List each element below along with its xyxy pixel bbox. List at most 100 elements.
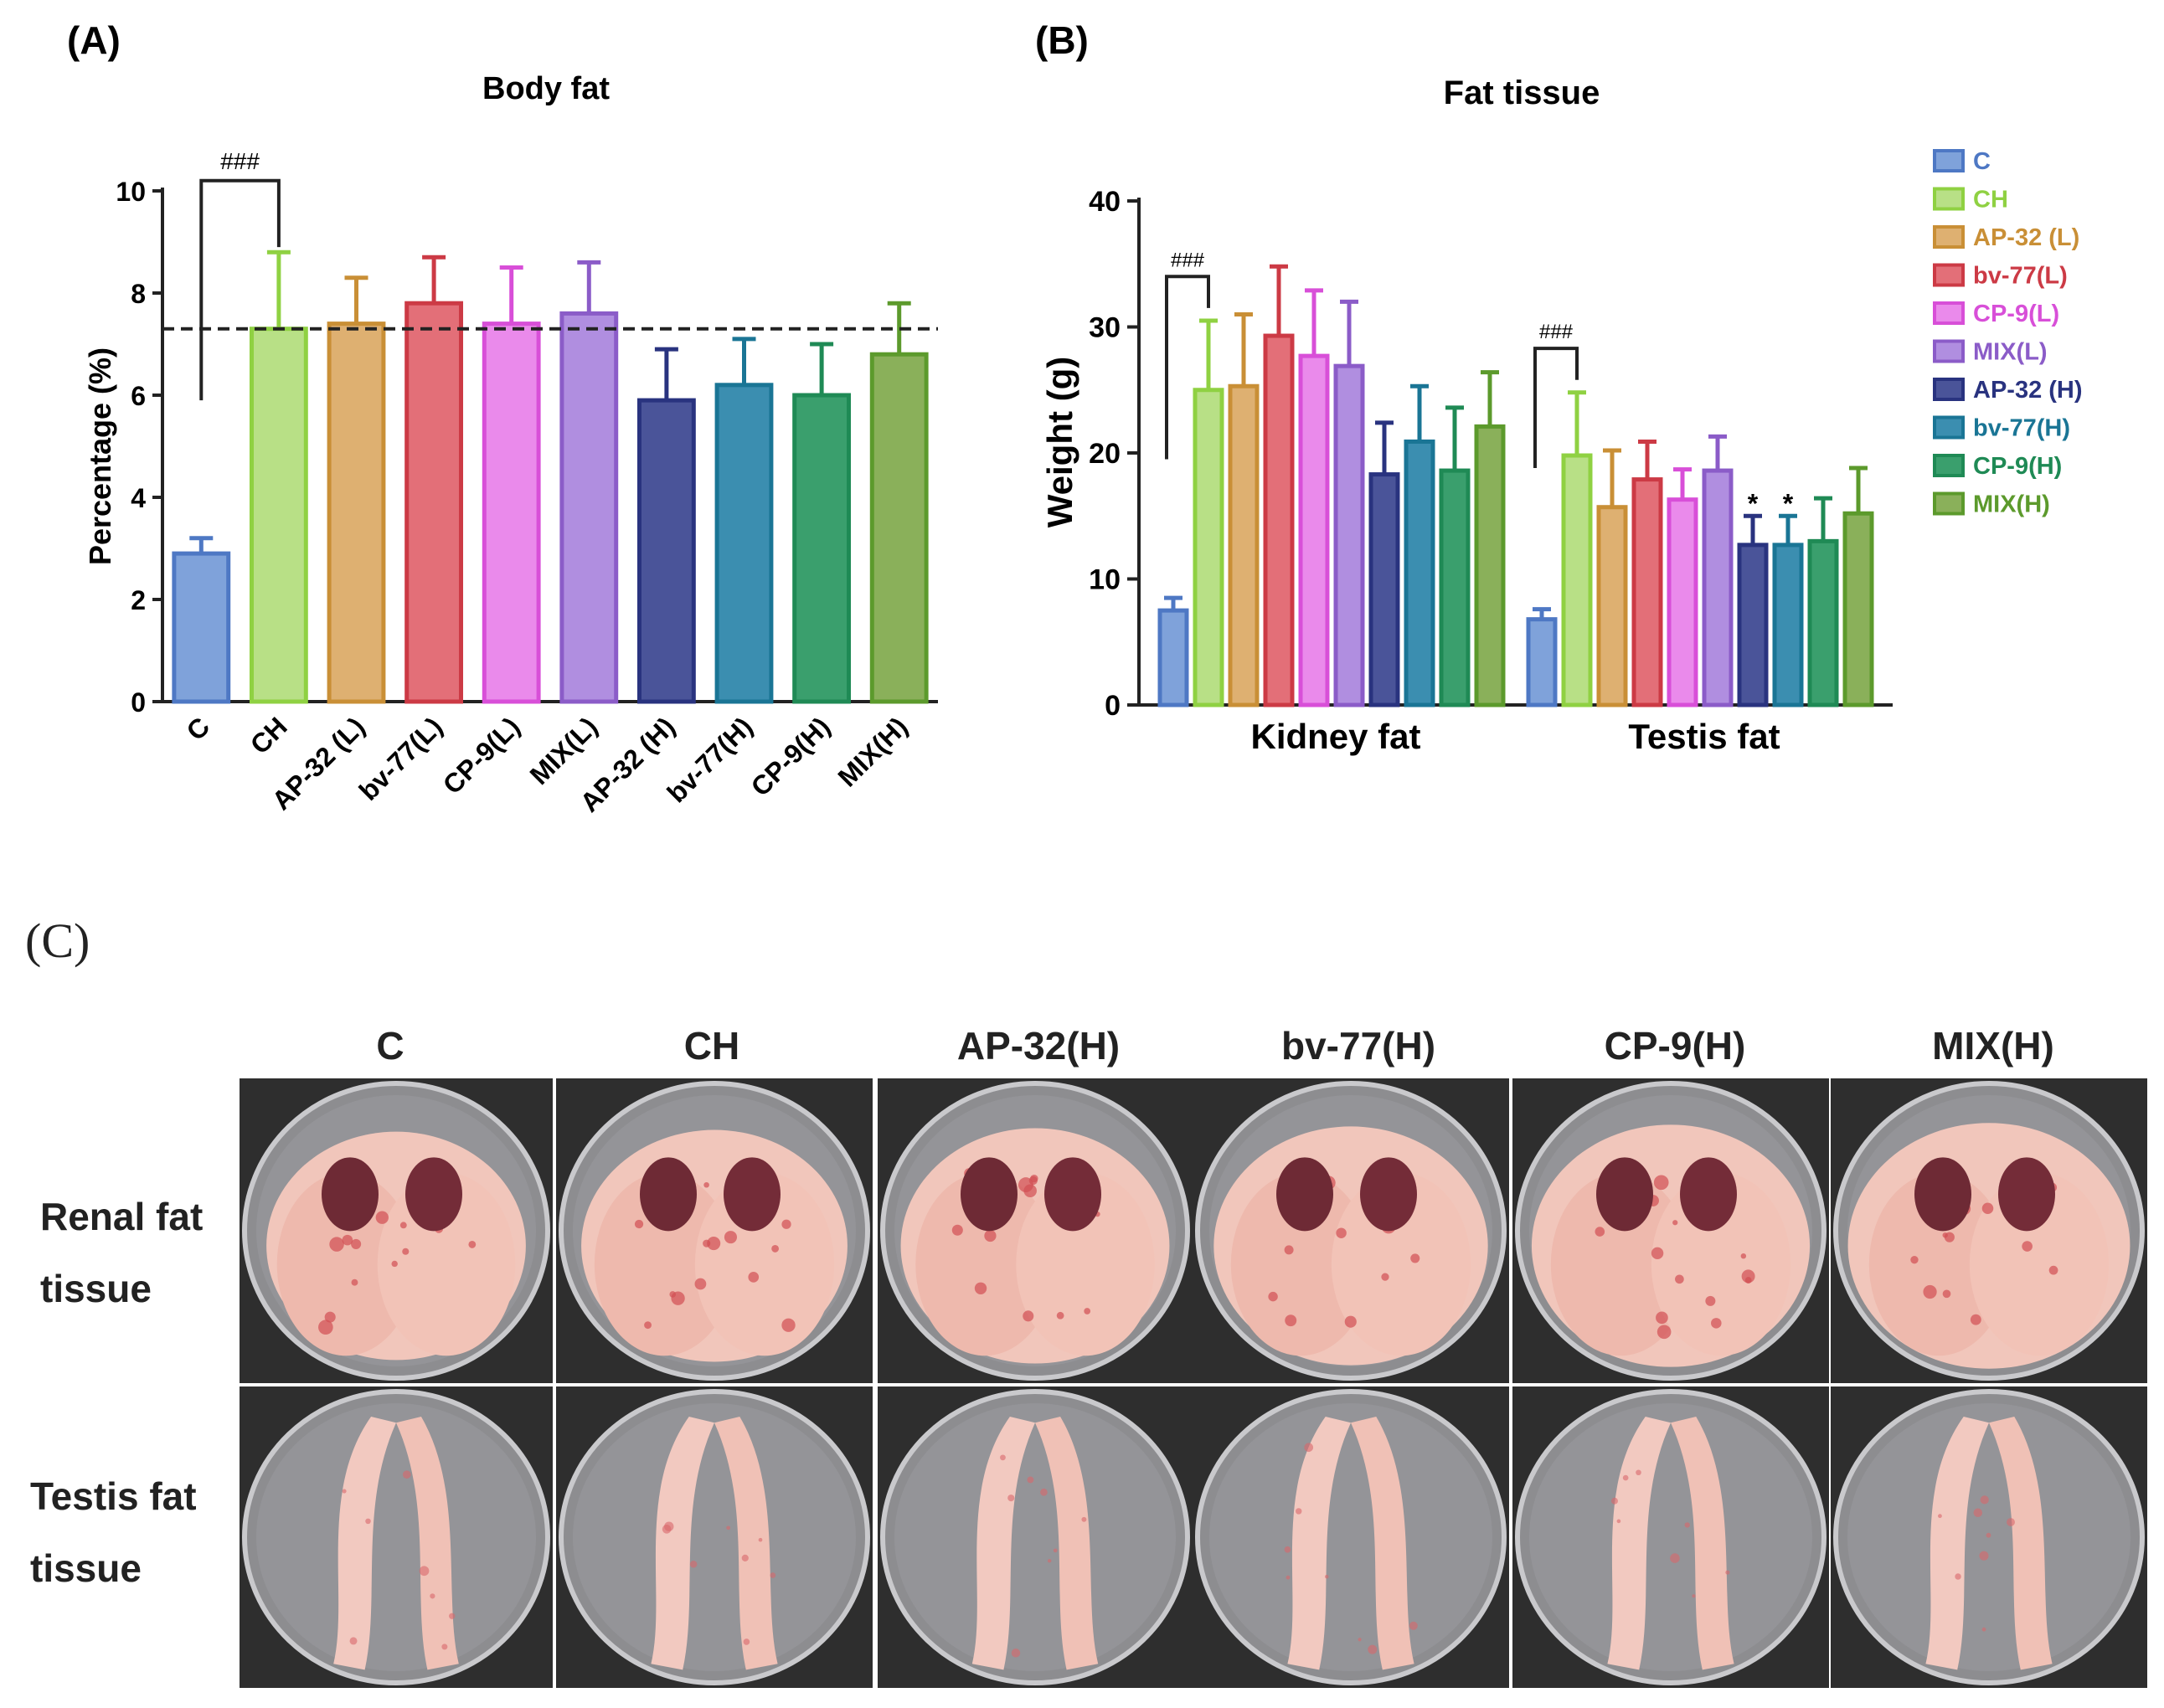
panel-b-legend-label: C xyxy=(1973,148,1991,175)
photo-renal-fat xyxy=(556,1078,873,1383)
panel-b-legend: C CH AP-32 (L) bv-77(L) CP-9(L) MIX(L) AP-32 (… xyxy=(1933,148,2083,518)
panel-b-legend-label: bv-77(H) xyxy=(1973,415,2070,442)
panel-a-ylabel: Percentage (%) xyxy=(83,347,117,565)
panel-b-bar xyxy=(1702,468,1734,707)
panel-a-y-tick-label: 6 xyxy=(131,381,146,411)
panel-a-bar xyxy=(172,551,231,704)
row-title-testis-line2: tissue xyxy=(30,1546,142,1590)
panel-b-significance-bracket xyxy=(1165,275,1210,460)
column-title-cp9h: CP-9(H) xyxy=(1604,1024,1746,1068)
panel-a-bar xyxy=(327,322,386,704)
photo-renal-fat xyxy=(240,1078,553,1383)
panel-b-legend-swatch xyxy=(1933,378,1965,401)
photo-testis-fat xyxy=(240,1386,553,1688)
panel-a-bar xyxy=(559,311,619,704)
panel-a-y-tick-label: 2 xyxy=(131,585,146,615)
column-title-ch: CH xyxy=(683,1024,740,1068)
panel-b-legend-label: bv-77(L) xyxy=(1973,263,2068,290)
panel-a-title: Body fat xyxy=(482,71,610,106)
panel-a-bar xyxy=(714,383,774,704)
panel-b-legend-swatch xyxy=(1933,225,1965,249)
panel-b-bar xyxy=(1631,477,1663,707)
panel-b-bar xyxy=(1842,511,1874,707)
panel-b-bar xyxy=(1263,333,1295,707)
panel-b-bar xyxy=(1193,388,1224,707)
panel-b-legend-swatch xyxy=(1933,454,1965,477)
panel-b-y-tick-label: 10 xyxy=(1089,564,1121,596)
panel-b-bar xyxy=(1667,497,1698,707)
photo-testis-fat xyxy=(878,1386,1193,1688)
panel-b-bar xyxy=(1157,608,1189,707)
photo-renal-fat xyxy=(1831,1078,2147,1383)
panel-b-legend-swatch xyxy=(1933,491,1965,516)
panel-b-bar xyxy=(1737,543,1769,707)
panel-b-x-tick-label: Testis fat xyxy=(1628,717,1780,756)
photo-testis-fat xyxy=(1512,1386,1829,1688)
panel-b-asterisk: * xyxy=(1783,488,1794,518)
panel-b-ylabel: Weight (g) xyxy=(1040,357,1079,528)
row-title-renal-line2: tissue xyxy=(40,1267,152,1310)
panel-b-bar xyxy=(1474,424,1506,707)
panel-b-x-tick-label: Kidney fat xyxy=(1250,717,1420,756)
panel-b-title: Fat tissue xyxy=(1444,75,1600,111)
panel-b-bar xyxy=(1368,472,1400,707)
panel-a-y-tick-label: 4 xyxy=(131,483,146,513)
panel-b-legend-swatch xyxy=(1933,415,1965,440)
panel-b-bar xyxy=(1404,439,1435,707)
panel-b-bar xyxy=(1298,353,1330,707)
panel-a-y-tick-label: 10 xyxy=(116,177,146,207)
panel-a-bar xyxy=(869,352,929,704)
panel-b-bar xyxy=(1772,543,1804,707)
panel-a-label: (A) xyxy=(67,18,121,62)
panel-b-y-tick-label: 20 xyxy=(1089,438,1121,470)
panel-b-legend-label: AP-32 (L) xyxy=(1973,224,2079,251)
panel-a-significance-label: ### xyxy=(220,148,260,174)
panel-b-legend-swatch xyxy=(1933,149,1965,172)
photo-renal-fat xyxy=(1193,1078,1509,1383)
panel-b-bar xyxy=(1807,538,1839,707)
column-title-mixh: MIX(H) xyxy=(1932,1024,2054,1068)
panel-a-bar xyxy=(404,301,464,704)
row-title-testis-line1: Testis fat xyxy=(30,1474,197,1518)
panel-b-significance-bracket xyxy=(1533,347,1579,469)
panel-b-legend-label: CH xyxy=(1973,187,2008,214)
panel-b-legend-label: CP-9(L) xyxy=(1973,301,2059,327)
column-title-ap32h: AP-32(H) xyxy=(956,1024,1121,1068)
panel-b-asterisk: * xyxy=(1748,488,1759,518)
panel-b-bar xyxy=(1228,383,1260,707)
photo-testis-fat xyxy=(1193,1386,1509,1688)
photo-renal-fat xyxy=(1512,1078,1829,1383)
photo-testis-fat xyxy=(1831,1386,2147,1688)
panel-b-y-tick-label: 0 xyxy=(1105,690,1121,722)
panel-b-legend-swatch xyxy=(1933,301,1965,325)
row-title-testis: Testis fat tissue xyxy=(30,1460,197,1604)
panel-b-y-tick-label: 30 xyxy=(1089,312,1121,344)
panel-b-label: (B) xyxy=(1035,18,1089,62)
panel-a-bar xyxy=(792,393,852,704)
panel-a-y-tick-label: 0 xyxy=(131,687,146,718)
panel-a-significance-bracket xyxy=(199,178,281,401)
panel-b-legend-swatch xyxy=(1933,339,1965,363)
panel-b-y-tick-label: 40 xyxy=(1089,186,1121,218)
panel-b-bar xyxy=(1596,505,1628,707)
panel-b-legend-label: MIX(H) xyxy=(1973,491,2050,518)
column-title-bv77h: bv-77(H) xyxy=(1280,1024,1436,1068)
figure-canvas: (A) Body fat Percentage (%) 0 2 4 6 8 10 C CH AP… xyxy=(67,18,2083,818)
panel-c-label: (C) xyxy=(25,913,90,968)
panel-b-legend-swatch xyxy=(1933,263,1965,287)
panel-b-legend-label: CP-9(H) xyxy=(1973,453,2062,480)
panel-b-bar xyxy=(1439,468,1471,707)
row-title-renal-line1: Renal fat xyxy=(40,1195,204,1238)
panel-b-legend-swatch xyxy=(1933,187,1965,211)
row-title-renal: Renal fat tissue xyxy=(40,1181,203,1325)
panel-b-significance-label: ### xyxy=(1539,321,1574,343)
panel-b-chart: (B) Fat tissue Weight (g) 0 10 20 30 40 Kidne… xyxy=(1035,18,2083,756)
panel-a-bar xyxy=(636,398,696,704)
panel-a-bar xyxy=(482,322,541,704)
panel-b-legend-label: AP-32 (H) xyxy=(1973,377,2083,404)
panel-b-significance-label: ### xyxy=(1171,249,1205,271)
panel-b-bar xyxy=(1561,453,1593,707)
panel-a-y-tick-label: 8 xyxy=(131,279,146,309)
panel-b-bar xyxy=(1333,363,1365,707)
